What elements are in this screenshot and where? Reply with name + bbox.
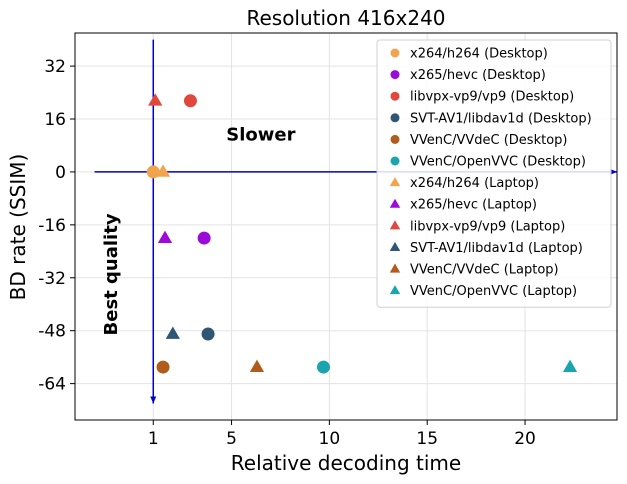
- y-axis-title: BD rate (SSIM): [6, 154, 30, 301]
- legend-marker-triangle: [389, 285, 401, 295]
- legend-label: VVenC/OpenVVC (Laptop): [410, 284, 577, 299]
- chart-title: Resolution 416x240: [246, 6, 445, 30]
- legend-label: libvpx-vp9/vp9 (Laptop): [410, 219, 565, 234]
- x-tick-label: 20: [514, 429, 536, 449]
- legend-label: libvpx-vp9/vp9 (Desktop): [410, 90, 574, 105]
- legend-label: VVenC/OpenVVC (Desktop): [410, 155, 586, 170]
- y-tick-label: -16: [38, 216, 66, 236]
- legend-label: x264/h264 (Desktop): [410, 47, 548, 62]
- data-point-triangle: [148, 93, 163, 106]
- legend-marker-circle: [390, 113, 400, 123]
- legend-marker-triangle: [389, 198, 401, 208]
- annotation-text: Best quality: [101, 213, 122, 335]
- data-points: [146, 93, 578, 374]
- legend-marker-circle: [390, 70, 400, 80]
- data-point-triangle: [562, 359, 578, 372]
- y-tick-label: 0: [55, 163, 66, 183]
- y-tick-label: -48: [38, 322, 66, 342]
- annotation-text: Slower: [226, 125, 295, 146]
- legend-marker-triangle: [389, 241, 401, 251]
- legend-label: VVenC/VVdeC (Laptop): [410, 263, 559, 278]
- data-point-circle: [156, 360, 170, 374]
- x-tick-label: 1: [148, 429, 159, 449]
- legend-marker-circle: [390, 134, 400, 144]
- y-tick-label: -64: [38, 375, 66, 395]
- data-point-circle: [316, 360, 330, 374]
- horizontal-arrowhead: [610, 168, 617, 175]
- data-point-triangle: [249, 359, 265, 372]
- data-point-circle: [201, 327, 215, 341]
- legend-marker-triangle: [389, 263, 401, 273]
- legend-label: x265/hevc (Desktop): [410, 68, 546, 83]
- legend-marker-circle: [390, 48, 400, 58]
- y-tick-label: 16: [44, 110, 66, 130]
- data-point-triangle: [155, 164, 171, 177]
- legend-marker-triangle: [389, 220, 401, 230]
- legend-label: x264/h264 (Laptop): [410, 176, 539, 191]
- legend-label: SVT-AV1/libdav1d (Laptop): [410, 241, 583, 256]
- x-tick-label: 5: [226, 429, 237, 449]
- data-point-circle: [183, 94, 197, 108]
- legend-label: x265/hevc (Laptop): [410, 198, 537, 213]
- data-point-circle: [146, 165, 160, 179]
- x-tick-label: 10: [319, 429, 341, 449]
- legend-marker-circle: [390, 156, 400, 166]
- vertical-arrowhead: [150, 396, 157, 404]
- legend-marker-triangle: [389, 177, 401, 187]
- x-tick-label: 15: [416, 429, 438, 449]
- legend-marker-circle: [390, 91, 400, 101]
- plot-frame: [74, 32, 618, 421]
- legend-label: VVenC/VVdeC (Desktop): [410, 133, 567, 148]
- data-point-circle: [197, 231, 211, 245]
- legend-label: SVT-AV1/libdav1d (Desktop): [410, 111, 592, 126]
- annotations: Slower Best quality: [101, 125, 296, 336]
- y-tick-label: -32: [38, 269, 66, 289]
- legend-box: [376, 39, 612, 308]
- legend: x264/h264 (Desktop) x265/hevc (Desktop) li…: [376, 39, 612, 308]
- data-point-triangle: [165, 326, 180, 339]
- x-axis-title: Relative decoding time: [231, 451, 461, 475]
- y-tick-label: 32: [44, 57, 66, 77]
- data-point-triangle: [157, 230, 173, 243]
